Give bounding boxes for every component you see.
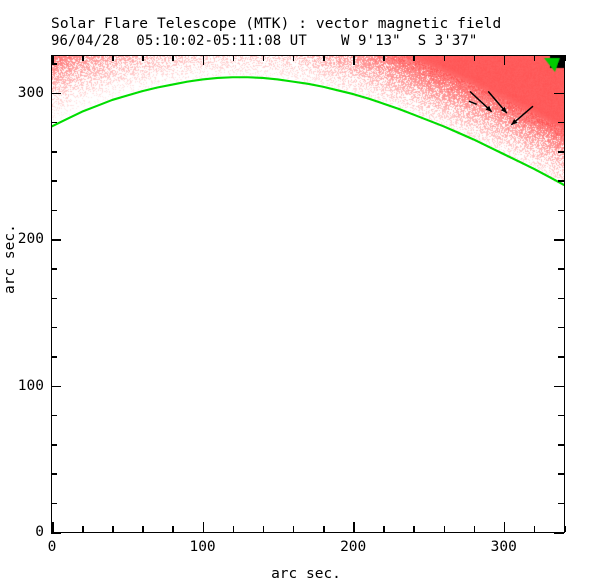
x-axis-tick-bottom: [202, 522, 205, 532]
y-axis-tick-right: [558, 444, 564, 446]
x-axis-tick-top: [82, 55, 84, 61]
magnetic-field-vectors: [468, 90, 534, 126]
vector-arrowhead: [511, 119, 518, 125]
magnetic-field-vector-3: [510, 105, 534, 126]
y-axis-tick-right: [558, 473, 564, 475]
figure-title-block: Solar Flare Telescope (MTK) : vector mag…: [51, 16, 501, 50]
y-axis-tick-right: [554, 385, 564, 388]
y-axis-tick-label: 300: [17, 84, 44, 101]
y-axis-tick-label: 100: [17, 377, 44, 394]
magnetic-field-vector-1: [469, 90, 493, 113]
y-axis-tick-left: [51, 92, 61, 95]
y-axis-tick-left: [51, 268, 57, 270]
x-axis-tick-top: [564, 55, 566, 61]
x-axis-tick-bottom: [232, 526, 235, 532]
y-axis-tick-left: [51, 297, 57, 300]
y-axis-tick-right: [558, 180, 564, 182]
x-axis-tick-top: [202, 55, 205, 65]
x-axis-tick-bottom: [533, 526, 536, 532]
x-axis-tick-bottom: [564, 526, 566, 532]
y-axis-tick-left: [51, 121, 57, 124]
x-axis-tick-bottom: [112, 526, 114, 532]
x-axis-tick-bottom: [353, 522, 355, 532]
x-axis-tick-top: [232, 55, 235, 61]
x-axis-tick-bottom: [292, 526, 295, 532]
y-axis-tick-right: [554, 532, 564, 534]
x-axis-tick-top: [443, 55, 446, 61]
x-axis-tick-top: [142, 55, 144, 61]
solar-disk-intensity-map: [52, 56, 564, 532]
x-axis-tick-bottom: [323, 526, 325, 532]
y-axis-tick-right: [554, 239, 564, 241]
x-axis-tick-bottom: [52, 522, 54, 532]
y-axis-tick-right: [558, 268, 564, 270]
plot-area: [52, 56, 564, 532]
x-axis-tick-label: 300: [490, 539, 517, 555]
y-axis-title: arc sec.: [2, 224, 18, 294]
limb-polyline: [52, 76, 564, 186]
y-axis-tick-left: [51, 532, 61, 534]
y-axis-tick-right: [558, 356, 564, 358]
y-axis-tick-label: 0: [35, 524, 44, 540]
y-axis-tick-left: [51, 414, 57, 417]
x-axis-tick-bottom: [383, 526, 385, 532]
y-axis-tick-left: [51, 385, 61, 388]
x-axis-tick-bottom: [262, 526, 265, 532]
y-axis-tick-left: [51, 356, 57, 358]
y-axis-tick-right: [558, 297, 564, 300]
y-axis-tick-right: [558, 502, 564, 505]
magnetic-field-vector-2: [487, 90, 508, 114]
x-axis-title: arc sec.: [271, 566, 341, 582]
y-axis-tick-left: [51, 180, 57, 182]
solar-limb-contour: [52, 76, 564, 186]
figure-subtitle: 96/04/28 05:10:02-05:11:08 UT W 9'13" S …: [51, 33, 478, 49]
y-axis-tick-right: [558, 414, 564, 417]
y-axis-tick-label: 200: [17, 231, 44, 248]
y-axis-tick-left: [51, 444, 57, 446]
x-axis-tick-top: [292, 55, 295, 61]
x-axis-tick-top: [473, 55, 476, 61]
y-axis-tick-right: [558, 121, 564, 124]
x-axis-tick-bottom: [82, 526, 84, 532]
magnetic-field-vector-4: [468, 100, 477, 105]
y-axis-tick-left: [51, 63, 57, 65]
x-axis-tick-top: [503, 55, 506, 65]
y-axis-tick-right: [554, 92, 564, 95]
x-axis-tick-top: [172, 55, 174, 61]
x-axis-tick-bottom: [413, 526, 415, 532]
x-axis-tick-label: 100: [189, 539, 216, 555]
x-axis-tick-bottom: [443, 526, 446, 532]
x-axis-tick-bottom: [503, 522, 506, 532]
y-axis-tick-right: [558, 209, 564, 212]
y-axis-tick-left: [51, 502, 57, 505]
y-axis-tick-left: [51, 209, 57, 212]
y-axis-tick-left: [51, 473, 57, 475]
x-axis-tick-label: 200: [340, 539, 367, 555]
y-axis-tick-left: [51, 151, 57, 153]
y-axis-tick-right: [558, 151, 564, 153]
x-axis-tick-top: [262, 55, 265, 61]
y-axis-tick-left: [51, 326, 57, 329]
vector-arrowhead: [500, 106, 507, 114]
y-axis-tick-right: [558, 63, 564, 65]
plot-frame: [51, 55, 565, 533]
x-axis-tick-bottom: [473, 526, 476, 532]
x-axis-tick-bottom: [142, 526, 144, 532]
figure-title: Solar Flare Telescope (MTK) : vector mag…: [51, 16, 502, 32]
x-axis-tick-top: [533, 55, 536, 61]
y-axis-tick-left: [51, 239, 61, 241]
x-axis-tick-label: 0: [47, 539, 57, 555]
x-axis-tick-top: [52, 55, 54, 65]
x-axis-tick-top: [353, 55, 355, 65]
x-axis-tick-top: [112, 55, 114, 61]
x-axis-tick-bottom: [172, 526, 174, 532]
x-axis-tick-top: [413, 55, 415, 61]
x-axis-tick-top: [383, 55, 385, 61]
vector-arrowhead: [485, 105, 492, 112]
x-axis-tick-top: [323, 55, 325, 61]
y-axis-tick-right: [558, 326, 564, 329]
